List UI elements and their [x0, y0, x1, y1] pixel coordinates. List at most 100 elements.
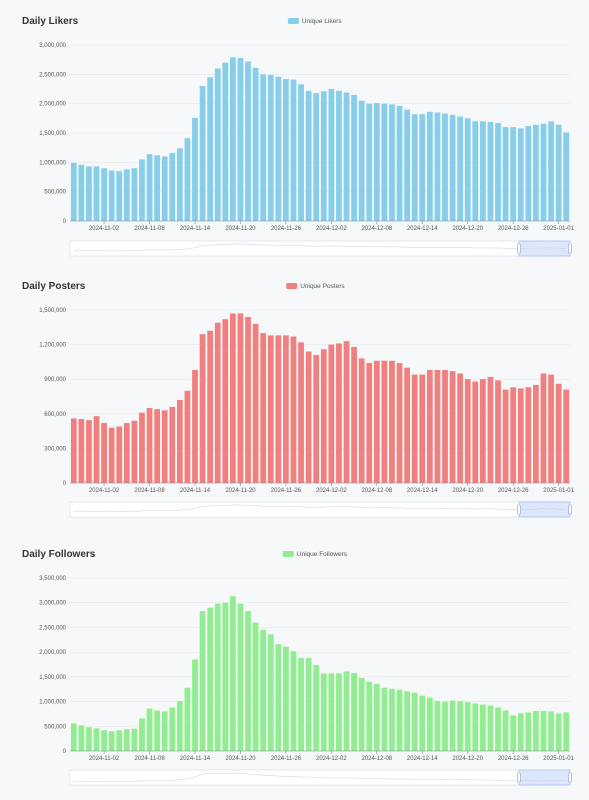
bar[interactable]	[502, 710, 509, 751]
bar[interactable]	[169, 406, 176, 483]
bar[interactable]	[343, 92, 350, 222]
slider-handle-left[interactable]	[517, 243, 521, 254]
bar[interactable]	[502, 127, 509, 221]
bar[interactable]	[510, 715, 517, 751]
bar[interactable]	[93, 416, 100, 483]
bar[interactable]	[419, 695, 426, 751]
bar[interactable]	[510, 127, 517, 221]
bar[interactable]	[426, 697, 433, 751]
bar[interactable]	[260, 74, 267, 221]
bar[interactable]	[449, 700, 456, 751]
bar[interactable]	[192, 369, 198, 483]
bar[interactable]	[86, 420, 92, 483]
bar[interactable]	[457, 701, 464, 751]
bar[interactable]	[396, 689, 403, 751]
bar[interactable]	[389, 104, 395, 221]
bar[interactable]	[267, 74, 274, 221]
bar[interactable]	[434, 112, 441, 221]
bar[interactable]	[389, 688, 395, 751]
bar[interactable]	[472, 703, 479, 751]
bar[interactable]	[252, 323, 259, 483]
bar[interactable]	[495, 380, 501, 483]
bar[interactable]	[161, 410, 168, 483]
bar[interactable]	[305, 351, 312, 483]
bar[interactable]	[411, 692, 418, 751]
bar[interactable]	[139, 159, 145, 221]
bar[interactable]	[426, 111, 433, 221]
bar[interactable]	[252, 622, 259, 751]
legend[interactable]: Unique Posters	[286, 283, 345, 290]
bar[interactable]	[154, 155, 160, 221]
bar[interactable]	[525, 712, 532, 751]
bar[interactable]	[275, 335, 282, 483]
slider-track[interactable]	[69, 501, 571, 518]
bar[interactable]	[283, 335, 289, 483]
bar[interactable]	[487, 376, 494, 483]
bar[interactable]	[108, 170, 115, 221]
bar[interactable]	[184, 138, 191, 221]
bar[interactable]	[192, 117, 198, 221]
bar[interactable]	[207, 330, 214, 483]
bar[interactable]	[169, 707, 176, 751]
bar[interactable]	[328, 344, 335, 483]
slider-window[interactable]	[518, 769, 571, 786]
bar[interactable]	[116, 426, 123, 483]
bar[interactable]	[495, 123, 501, 221]
bar[interactable]	[373, 103, 380, 221]
bar[interactable]	[305, 658, 312, 751]
bar[interactable]	[161, 156, 168, 221]
bar[interactable]	[328, 89, 335, 221]
bar[interactable]	[214, 68, 221, 221]
bar[interactable]	[320, 349, 327, 483]
bar[interactable]	[237, 313, 244, 483]
bar[interactable]	[517, 128, 524, 221]
bar[interactable]	[131, 728, 138, 751]
bar[interactable]	[93, 166, 100, 221]
bar[interactable]	[131, 168, 138, 221]
bar[interactable]	[260, 333, 267, 483]
slider-handle-right[interactable]	[568, 243, 572, 254]
bar[interactable]	[184, 390, 191, 483]
bar[interactable]	[464, 702, 471, 751]
bar[interactable]	[548, 374, 554, 483]
bar[interactable]	[116, 730, 123, 751]
bar[interactable]	[366, 681, 373, 751]
bar[interactable]	[245, 316, 251, 483]
zoom-slider[interactable]	[69, 769, 572, 786]
legend[interactable]: Unique Likers	[287, 18, 342, 25]
bar[interactable]	[70, 162, 77, 221]
bar[interactable]	[555, 713, 562, 751]
bar[interactable]	[351, 346, 357, 483]
bar[interactable]	[396, 363, 403, 483]
bar[interactable]	[283, 646, 289, 751]
legend[interactable]: Unique Followers	[282, 551, 348, 558]
bar[interactable]	[283, 79, 289, 221]
bar[interactable]	[78, 418, 85, 483]
bar[interactable]	[123, 423, 130, 483]
bar[interactable]	[517, 713, 524, 751]
bar[interactable]	[108, 427, 115, 483]
bar[interactable]	[404, 109, 410, 221]
bar[interactable]	[472, 121, 479, 221]
bar[interactable]	[343, 671, 350, 751]
bar[interactable]	[199, 334, 206, 483]
bar[interactable]	[442, 369, 448, 483]
bar[interactable]	[510, 387, 517, 483]
bar[interactable]	[533, 124, 539, 221]
bar[interactable]	[472, 381, 479, 483]
bar[interactable]	[366, 103, 373, 221]
bar[interactable]	[146, 708, 153, 751]
bar[interactable]	[457, 373, 464, 483]
bar[interactable]	[230, 596, 236, 751]
bar[interactable]	[373, 683, 380, 751]
bar[interactable]	[237, 603, 244, 751]
bar[interactable]	[123, 169, 130, 221]
bar[interactable]	[298, 342, 304, 483]
bar[interactable]	[123, 729, 130, 751]
bar[interactable]	[336, 90, 342, 221]
bar[interactable]	[267, 634, 274, 751]
bar[interactable]	[517, 388, 524, 483]
bar[interactable]	[86, 727, 92, 751]
bar[interactable]	[434, 369, 441, 483]
zoom-slider[interactable]	[69, 501, 572, 518]
